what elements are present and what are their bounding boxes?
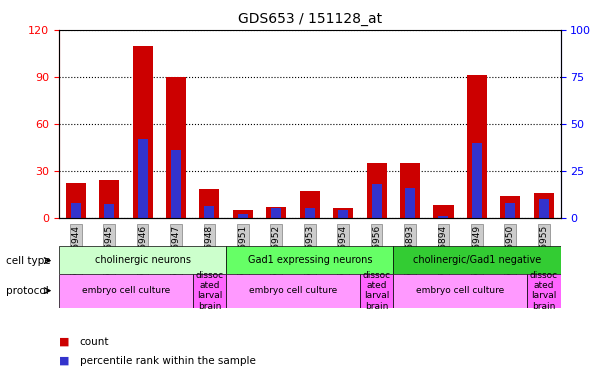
Bar: [539, 199, 549, 217]
FancyBboxPatch shape: [527, 274, 560, 308]
Bar: [300, 191, 320, 217]
Bar: [472, 142, 482, 218]
FancyBboxPatch shape: [360, 274, 394, 308]
Text: dissoc
ated
larval
brain: dissoc ated larval brain: [195, 270, 224, 311]
FancyBboxPatch shape: [59, 246, 226, 274]
Bar: [137, 139, 148, 218]
Bar: [266, 207, 286, 218]
Bar: [372, 184, 382, 218]
Bar: [171, 150, 181, 217]
Bar: [438, 216, 448, 217]
Text: count: count: [80, 337, 109, 347]
Bar: [534, 192, 554, 217]
FancyBboxPatch shape: [226, 274, 360, 308]
Bar: [467, 75, 487, 217]
Bar: [400, 163, 420, 218]
Text: cholinergic/Gad1 negative: cholinergic/Gad1 negative: [413, 255, 541, 265]
Bar: [104, 204, 114, 218]
Text: embryo cell culture: embryo cell culture: [416, 286, 504, 295]
Bar: [199, 189, 219, 217]
Title: GDS653 / 151128_at: GDS653 / 151128_at: [238, 12, 382, 26]
Bar: [405, 188, 415, 218]
Text: embryo cell culture: embryo cell culture: [249, 286, 337, 295]
Bar: [233, 210, 253, 218]
Bar: [500, 196, 520, 217]
Text: ■: ■: [59, 356, 70, 366]
Bar: [65, 183, 86, 218]
Text: ■: ■: [59, 337, 70, 347]
Bar: [238, 214, 248, 217]
FancyBboxPatch shape: [59, 274, 193, 308]
Text: protocol: protocol: [6, 286, 48, 296]
Bar: [71, 202, 81, 217]
Text: percentile rank within the sample: percentile rank within the sample: [80, 356, 255, 366]
Bar: [204, 206, 215, 218]
Text: dissoc
ated
larval
brain: dissoc ated larval brain: [362, 270, 391, 311]
Text: cell type: cell type: [6, 256, 51, 266]
FancyBboxPatch shape: [226, 246, 394, 274]
FancyBboxPatch shape: [394, 246, 560, 274]
Text: embryo cell culture: embryo cell culture: [82, 286, 170, 295]
Bar: [271, 208, 281, 218]
Bar: [304, 208, 314, 218]
FancyBboxPatch shape: [394, 274, 527, 308]
Bar: [505, 202, 515, 217]
Bar: [434, 205, 454, 218]
Bar: [99, 180, 119, 218]
FancyBboxPatch shape: [193, 274, 226, 308]
Bar: [333, 208, 353, 218]
Text: dissoc
ated
larval
brain: dissoc ated larval brain: [530, 270, 558, 311]
Bar: [366, 163, 386, 218]
Bar: [166, 77, 186, 218]
Bar: [133, 46, 153, 218]
Text: cholinergic neurons: cholinergic neurons: [94, 255, 191, 265]
Text: Gad1 expressing neurons: Gad1 expressing neurons: [247, 255, 372, 265]
Bar: [338, 210, 348, 218]
